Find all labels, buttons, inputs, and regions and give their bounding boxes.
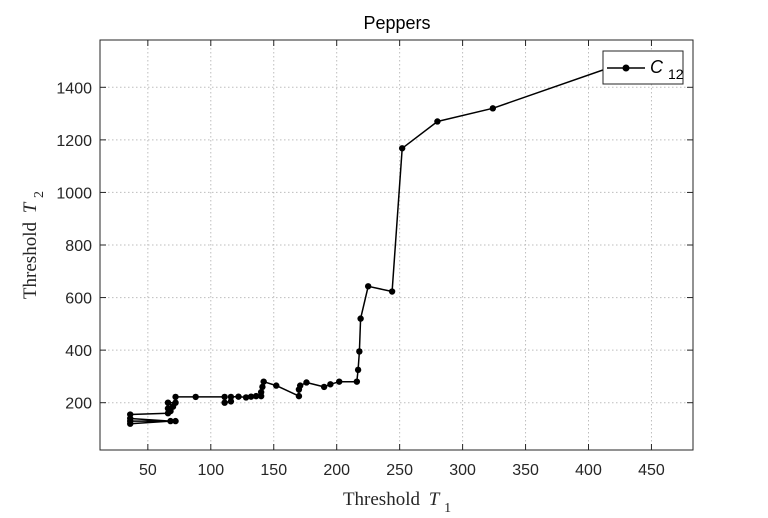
x-axis-label-text: Threshold <box>343 489 421 510</box>
x-tick-label: 450 <box>638 462 665 479</box>
data-point <box>296 382 304 389</box>
x-tick-label: 300 <box>449 462 476 479</box>
data-point <box>227 393 235 401</box>
data-point <box>364 283 372 290</box>
x-tick-label: 400 <box>575 462 602 479</box>
legend: C 12 <box>602 50 684 85</box>
tick-marks <box>100 40 693 450</box>
data-point <box>388 288 396 295</box>
series-layer <box>127 57 632 427</box>
legend-series-name: C <box>650 57 664 77</box>
data-point <box>167 417 174 425</box>
data-point <box>354 366 362 374</box>
data-point <box>257 388 265 396</box>
data-point <box>295 392 303 400</box>
y-tick-label: 400 <box>65 343 92 360</box>
legend-marker <box>622 64 630 72</box>
data-point <box>221 399 228 406</box>
grid <box>100 40 693 450</box>
y-axis-label-text: Threshold <box>20 222 41 300</box>
data-point <box>357 315 364 322</box>
x-tick-label: 250 <box>386 462 413 479</box>
data-point <box>398 145 406 152</box>
y-axis-label-symbol: T <box>20 201 41 213</box>
data-point <box>259 383 266 391</box>
data-point <box>273 382 280 389</box>
data-point <box>327 381 334 388</box>
data-point <box>164 399 172 406</box>
y-axis-label: Threshold T 2 <box>20 191 47 299</box>
data-point <box>353 378 361 385</box>
series-group <box>127 57 632 427</box>
x-axis-label-symbol: T <box>429 489 441 510</box>
data-point <box>320 383 328 391</box>
data-point <box>434 118 441 125</box>
data-point <box>172 417 179 425</box>
data-point <box>303 379 310 386</box>
data-point <box>192 393 199 401</box>
y-axis-label-subscript: 2 <box>32 191 47 198</box>
data-point <box>247 393 255 400</box>
x-axis-label-subscript: 1 <box>444 501 451 516</box>
x-tick-label: 350 <box>512 462 539 479</box>
y-tick-label: 1000 <box>56 185 92 202</box>
data-point <box>172 399 179 406</box>
data-point <box>221 393 228 401</box>
data-point <box>172 393 179 401</box>
data-point <box>227 398 235 405</box>
data-point <box>164 405 172 412</box>
y-tick-label: 600 <box>65 291 92 308</box>
x-tick-label: 50 <box>139 462 157 479</box>
data-point <box>252 392 260 400</box>
x-tick-label: 200 <box>323 462 350 479</box>
data-point <box>336 378 343 385</box>
x-tick-label: 100 <box>197 462 224 479</box>
data-point <box>489 105 497 112</box>
y-tick-label: 1200 <box>56 133 92 150</box>
x-tick-label: 150 <box>260 462 287 479</box>
x-axis-label: Threshold T 1 <box>343 489 451 516</box>
legend-series-subscript: 12 <box>668 66 684 82</box>
data-point <box>260 378 267 385</box>
data-point <box>235 393 242 400</box>
data-point <box>127 411 134 418</box>
data-point <box>242 394 250 401</box>
legend-label: C 12 <box>650 57 684 82</box>
data-point <box>127 420 134 427</box>
y-tick-label: 200 <box>65 396 92 413</box>
y-tick-label: 1400 <box>56 80 92 97</box>
chart-title: Peppers <box>363 13 430 33</box>
tick-labels: 50 100 150 200 250 300 350 400 450 200 400 600 800 10… <box>56 80 664 479</box>
y-tick-label: 800 <box>65 238 92 255</box>
data-point <box>356 348 363 355</box>
